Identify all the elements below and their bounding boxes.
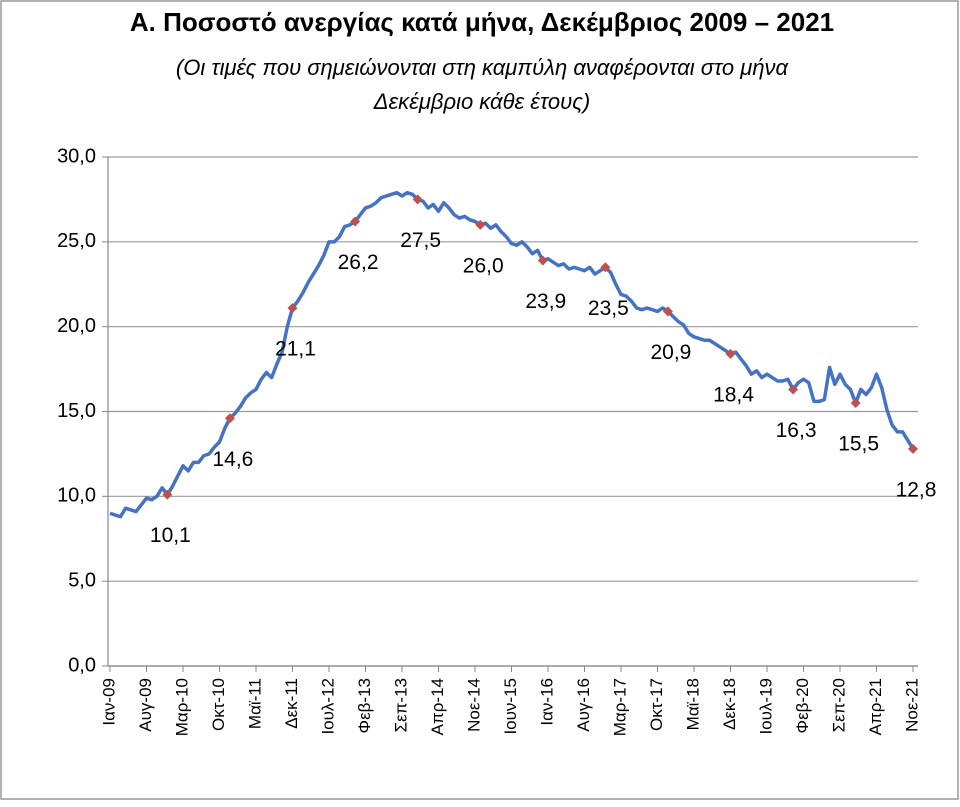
- x-tick-label: Δεκ-11: [282, 678, 301, 729]
- x-tick-label: Ιουλ-12: [318, 678, 337, 735]
- data-label: 15,5: [838, 433, 879, 456]
- data-label: 26,2: [338, 251, 379, 274]
- data-label: 23,9: [525, 290, 566, 313]
- x-tick-label: Αυγ-09: [136, 678, 155, 732]
- x-tick-label: Σεπ-13: [391, 678, 410, 732]
- x-tick-label: Δεκ-18: [720, 678, 739, 730]
- x-tick-label: Μαρ-10: [172, 678, 191, 736]
- marker: [224, 413, 235, 424]
- marker: [725, 348, 736, 359]
- x-tick-label: Ιουν-15: [501, 678, 520, 735]
- x-tick-label: Φεβ-13: [355, 678, 374, 734]
- x-tick-label: Νοε-14: [464, 678, 483, 732]
- marker: [350, 216, 361, 227]
- y-tick-label: 20,0: [57, 315, 96, 337]
- marker: [850, 398, 861, 409]
- marker: [287, 303, 298, 314]
- data-label: 16,3: [776, 419, 817, 442]
- x-tick-label: Νοε-21: [902, 678, 921, 732]
- x-tick-label: Αυγ-16: [574, 678, 593, 732]
- data-label: 14,6: [212, 448, 253, 471]
- y-tick-label: 15,0: [57, 400, 96, 422]
- data-label: 10,1: [150, 524, 191, 547]
- line: [109, 190, 915, 519]
- x-tick-label: Μαϊ-18: [683, 678, 702, 730]
- data-label: 12,8: [896, 478, 937, 501]
- marker: [537, 255, 548, 266]
- marker: [412, 194, 423, 205]
- chart-title: Α. Ποσοστό ανεργίας κατά μήνα, Δεκέμβριο…: [130, 7, 834, 37]
- data-label: 27,5: [400, 229, 441, 252]
- x-tick-label: Μαρ-17: [610, 678, 629, 736]
- x-tick-label: Ιαν-09: [99, 678, 118, 726]
- x-tick-label: Απρ-21: [866, 678, 885, 735]
- marker: [162, 489, 173, 500]
- y-tick-label: 0,0: [68, 654, 96, 676]
- chart-subtitle: (Οι τιμές που σημειώνονται στη καμπύλη α…: [176, 55, 790, 80]
- marker: [662, 306, 673, 317]
- y-tick-label: 5,0: [68, 569, 96, 591]
- y-tick-label: 10,0: [57, 485, 96, 507]
- marker: [788, 384, 799, 395]
- y-tick-label: 30,0: [57, 145, 96, 167]
- data-label: 18,4: [713, 383, 754, 406]
- data-label: 20,9: [650, 341, 691, 364]
- y-tick-label: 25,0: [57, 230, 96, 252]
- marker: [908, 443, 918, 454]
- x-tick-label: Σεπ-20: [829, 678, 848, 732]
- marker: [475, 219, 486, 230]
- x-tick-label: Οκτ-17: [647, 678, 666, 731]
- x-tick-label: Ιαν-16: [537, 678, 556, 726]
- x-tick-label: Οκτ-10: [209, 678, 228, 731]
- marker: [600, 262, 611, 273]
- x-tick-label: Απρ-14: [428, 678, 447, 735]
- data-label: 23,5: [588, 297, 629, 320]
- x-tick-label: Ιουλ-19: [756, 678, 775, 735]
- data-label: 26,0: [463, 254, 504, 277]
- chart-subtitle: Δεκέμβριο κάθε έτους): [373, 89, 591, 114]
- x-tick-label: Μαϊ-11: [245, 678, 264, 729]
- x-tick-label: Φεβ-20: [793, 678, 812, 734]
- data-label: 21,1: [275, 338, 316, 361]
